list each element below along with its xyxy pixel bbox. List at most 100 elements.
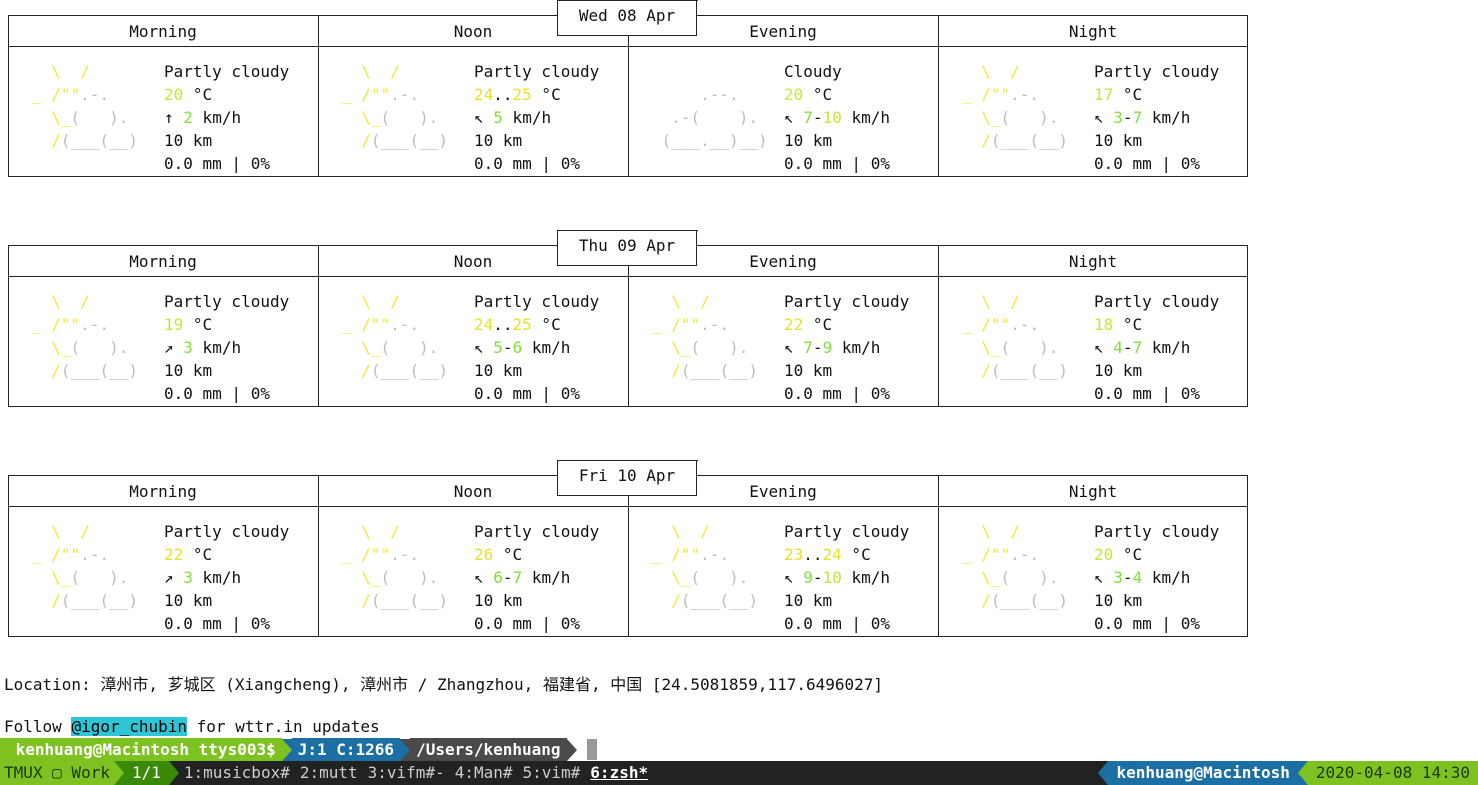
precipitation: 0.0 mm | 0%: [474, 614, 580, 633]
visibility: 10 km: [784, 591, 833, 610]
wind-direction-icon: ↗: [164, 338, 174, 357]
precipitation: 0.0 mm | 0%: [1094, 154, 1200, 173]
temperature: 20 °C: [164, 85, 213, 104]
powerline-arrow-icon: [400, 738, 411, 761]
tmux-window-tab[interactable]: 5:vim#: [522, 763, 581, 782]
wind: ↖ 5-6 km/h: [474, 338, 571, 357]
wind: ↖ 6-7 km/h: [474, 568, 571, 587]
powerline-arrow-icon: [1297, 761, 1308, 785]
forecast-cell: \ / _ /"".-. \_( ). /(___(__) Partly clo…: [938, 520, 1248, 635]
tmux-window-tab[interactable]: 3:vifm#-: [367, 763, 445, 782]
condition-text: Partly cloudy: [474, 522, 600, 541]
precipitation: 0.0 mm | 0%: [164, 154, 270, 173]
tmux-session[interactable]: TMUX ▢ Work: [0, 761, 114, 785]
period-header: Night: [1068, 22, 1118, 41]
condition-text: Partly cloudy: [1094, 62, 1220, 81]
period-header: Noon: [453, 22, 493, 41]
forecast-cell: \ / _ /"".-. \_( ). /(___(__) Partly clo…: [938, 290, 1248, 405]
wind-direction-icon: ↖: [1094, 568, 1104, 587]
temperature: 23..24 °C: [784, 545, 871, 564]
temperature: 20 °C: [1094, 545, 1143, 564]
period-header: Evening: [749, 252, 817, 271]
partly-cloudy-icon: \ / _ /"".-. \_( ). /(___(__): [32, 62, 148, 150]
precipitation: 0.0 mm | 0%: [784, 614, 890, 633]
tmux-datetime: 2020-04-08 14:30: [1307, 761, 1478, 785]
shell-prompt: kenhuang@Macintosh ttys003$ J:1 C:1266/Us…: [0, 738, 597, 761]
visibility: 10 km: [1094, 131, 1143, 150]
condition-text: Partly cloudy: [474, 292, 600, 311]
temperature: 22 °C: [164, 545, 213, 564]
twitter-handle-link[interactable]: @igor_chubin: [71, 717, 188, 736]
wind-direction-icon: ↖: [474, 568, 484, 587]
visibility: 10 km: [474, 131, 523, 150]
partly-cloudy-icon: \ / _ /"".-. \_( ). /(___(__): [962, 522, 1078, 610]
partly-cloudy-icon: \ / _ /"".-. \_( ). /(___(__): [342, 522, 458, 610]
terminal-cursor[interactable]: [586, 739, 597, 760]
follow-prefix: Follow: [4, 717, 72, 736]
condition-text: Partly cloudy: [784, 522, 910, 541]
partly-cloudy-icon: \ / _ /"".-. \_( ). /(___(__): [342, 62, 458, 150]
precipitation: 0.0 mm | 0%: [164, 384, 270, 403]
wind-direction-icon: ↖: [1094, 108, 1104, 127]
period-header: Noon: [453, 482, 493, 501]
precipitation: 0.0 mm | 0%: [474, 384, 580, 403]
forecast-cell: \ / _ /"".-. \_( ). /(___(__) Partly clo…: [318, 290, 628, 405]
tmux-pane-indicator: 1/1: [123, 761, 169, 785]
period-header: Evening: [749, 482, 817, 501]
visibility: 10 km: [784, 361, 833, 380]
forecast-cell: \ / _ /"".-. \_( ). /(___(__) Partly clo…: [318, 520, 628, 635]
wind-direction-icon: ↖: [784, 108, 794, 127]
wind: ↖ 4-7 km/h: [1094, 338, 1191, 357]
follow-line: Follow @igor_chubin for wttr.in updates: [4, 717, 380, 736]
visibility: 10 km: [164, 131, 213, 150]
wind: ↗ 3 km/h: [164, 568, 242, 587]
temperature: 24..25 °C: [474, 315, 561, 334]
prompt-jobs-segment: J:1 C:1266: [291, 738, 401, 761]
precipitation: 0.0 mm | 0%: [164, 614, 270, 633]
forecast-cell: \ / _ /"".-. \_( ). /(___(__) Partly clo…: [628, 520, 938, 635]
tmux-window-tab[interactable]: 4:Man#: [454, 763, 513, 782]
wind: ↑ 2 km/h: [164, 108, 242, 127]
prompt-user-segment: kenhuang@Macintosh ttys003$: [0, 738, 282, 761]
location-line: Location: 漳州市, 芗城区 (Xiangcheng), 漳州市 / Z…: [4, 675, 884, 694]
visibility: 10 km: [1094, 361, 1143, 380]
precipitation: 0.0 mm | 0%: [474, 154, 580, 173]
prompt-path-segment: /Users/kenhuang: [410, 738, 567, 761]
temperature: 17 °C: [1094, 85, 1143, 104]
day-date: Fri 10 Apr: [556, 460, 698, 496]
condition-text: Partly cloudy: [164, 292, 290, 311]
forecast-cell: \ / _ /"".-. \_( ). /(___(__) Partly clo…: [938, 60, 1248, 175]
wind: ↖ 3-7 km/h: [1094, 108, 1191, 127]
day-date: Thu 09 Apr: [556, 230, 698, 266]
period-header: Noon: [453, 252, 493, 271]
partly-cloudy-icon: \ / _ /"".-. \_( ). /(___(__): [962, 62, 1078, 150]
wind-direction-icon: ↖: [1094, 338, 1104, 357]
temperature: 18 °C: [1094, 315, 1143, 334]
day-table: Wed 08 Apr Morning \ / _ /"".-. \_( ). /(…: [8, 0, 1248, 177]
tmux-window-tab[interactable]: 1:musicbox#: [183, 763, 290, 782]
condition-text: Partly cloudy: [1094, 522, 1220, 541]
powerline-arrow-icon: [281, 738, 292, 761]
visibility: 10 km: [1094, 591, 1143, 610]
tmux-window-list: 1:musicbox# 2:mutt 3:vifm#- 4:Man# 5:vim# 6:z…: [179, 761, 653, 785]
day-date-label: Wed 08 Apr: [578, 6, 676, 25]
precipitation: 0.0 mm | 0%: [784, 154, 890, 173]
condition-text: Cloudy: [784, 62, 842, 81]
period-header: Night: [1068, 252, 1118, 271]
day-date-label: Fri 10 Apr: [578, 466, 676, 485]
wind: ↖ 3-4 km/h: [1094, 568, 1191, 587]
temperature: 24..25 °C: [474, 85, 561, 104]
tmux-window-tab[interactable]: 6:zsh*: [590, 763, 649, 782]
partly-cloudy-icon: \ / _ /"".-. \_( ). /(___(__): [652, 292, 768, 380]
period-header: Night: [1068, 482, 1118, 501]
wind-direction-icon: ↖: [784, 338, 794, 357]
period-header: Evening: [749, 22, 817, 41]
precipitation: 0.0 mm | 0%: [784, 384, 890, 403]
condition-text: Partly cloudy: [784, 292, 910, 311]
forecast-cell: \ / _ /"".-. \_( ). /(___(__) Partly clo…: [8, 290, 318, 405]
wind-direction-icon: ↖: [784, 568, 794, 587]
tmux-window-tab[interactable]: 2:mutt: [299, 763, 358, 782]
forecast-cell: \ / _ /"".-. \_( ). /(___(__) Partly clo…: [8, 60, 318, 175]
forecast-cell: .--. .-( ). (___.__)__) Cloudy 20 °C ↖ 7-1…: [628, 60, 938, 175]
temperature: 19 °C: [164, 315, 213, 334]
